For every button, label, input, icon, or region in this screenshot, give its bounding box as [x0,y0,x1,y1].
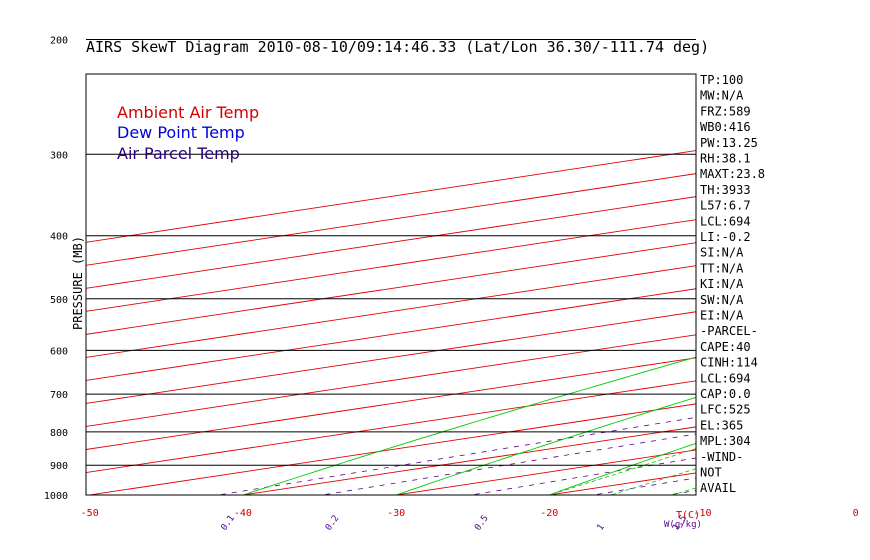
isotherm-line [86,334,696,427]
mixing-ratio-unit-label: W(g/kg) [664,520,702,530]
mixing-ratio-tick-label: 1 [596,523,607,533]
stat-item: LFC:525 [700,403,751,417]
stat-item: LCL:694 [700,214,751,228]
stat-item: FRZ:589 [700,104,751,118]
stat-item: LCL:694 [700,371,751,385]
stat-item: EL:365 [700,418,743,432]
isotherm-line [546,472,696,495]
stat-item: RH:38.1 [700,152,751,166]
legend-ambient-air-temp: Ambient Air Temp [117,103,259,122]
y-axis-label: PRESSURE (MB) [71,236,85,330]
x-axis-unit-label: T(C) [676,510,700,521]
dry-adiabat-line [394,396,696,495]
pressure-tick-label: 900 [50,461,68,472]
stat-item: -PARCEL- [700,324,758,338]
mixing-ratio-line [216,416,696,495]
bottom-temp-tick-label: -30 [387,508,405,519]
dry-adiabat-lines [241,0,870,509]
pressure-tick-label: 800 [50,428,68,439]
pressure-tick-label: 200 [50,36,68,47]
stat-item: MPL:304 [700,434,751,448]
mixing-ratio-tick-label: 0.5 [473,514,491,533]
pressure-tick-label: 1000 [44,491,68,502]
stat-item: NOT [700,466,722,480]
stat-item: MW:N/A [700,89,744,103]
pressure-tick-label: 600 [50,346,68,357]
mixing-ratio-line [784,40,870,509]
stat-item: EI:N/A [700,309,744,323]
stat-item: -WIND- [700,450,743,464]
bottom-temp-tick-label: -20 [540,508,558,519]
bottom-temp-tick-label: -10 [693,508,711,519]
stat-item: CAPE:40 [700,340,751,354]
stat-item: CINH:114 [700,356,758,370]
isotherm-line [764,0,870,509]
pressure-tick-label: 400 [50,232,68,243]
isotherm-line [86,150,696,243]
dry-adiabat-line [241,356,696,495]
isotherm-line [86,311,696,404]
isotherm-line [239,426,696,495]
moist-adiabat-line [547,448,696,495]
stat-item: PW:13.25 [700,136,758,150]
moist-adiabat-line [802,0,870,509]
mixing-ratio-tick-label: 0.2 [324,514,342,533]
pressure-tick-label: 700 [50,390,68,401]
mixing-ratio-line [642,40,870,509]
isotherm-line [86,380,696,473]
dry-adiabat-line [547,442,696,495]
mixing-ratio-ticks: 0.1 0.2 0.5 1 1.5 [219,514,688,533]
isotherm-line [86,357,696,450]
moist-adiabat-line [861,0,870,509]
stat-item: SI:N/A [700,246,744,260]
stat-item: TT:N/A [700,261,744,275]
legend-air-parcel-temp: Air Parcel Temp [117,144,240,163]
bottom-temp-tick-label: -40 [234,508,252,519]
bottom-temp-tick-label: -50 [81,508,99,519]
stat-item: WB0:416 [700,120,751,134]
pressure-tick-label: 500 [50,295,68,306]
isotherm-lines [86,0,870,509]
dry-adiabat-line [823,0,870,509]
stat-item: TP:100 [700,73,743,87]
chart-title: AIRS SkewT Diagram 2010-08-10/09:14:46.3… [86,38,709,56]
stat-item: L57:6.7 [700,199,751,213]
bottom-temperature-ticks: -50-40-30-20-100102030 [81,508,859,519]
mixing-ratio-lines [216,40,870,509]
legend-dew-point-temp: Dew Point Temp [117,123,245,142]
plot-frame [85,73,697,496]
stat-item: CAP:0.0 [700,387,751,401]
moist-adiabat-lines [547,0,870,509]
pressure-ticks: 1002003004005006007008009001000 [44,36,68,503]
bottom-temp-tick-label: 0 [853,508,859,519]
stat-item: SW:N/A [700,293,744,307]
stat-item: AVAIL [700,481,736,495]
isotherm-line [392,449,696,495]
mixing-ratio-line [468,457,696,495]
stat-item: MAXT:23.8 [700,167,765,181]
mixing-ratio-line [320,433,696,495]
pressure-tick-label: 300 [50,150,68,161]
stat-item: LI:-0.2 [700,230,751,244]
dry-adiabat-line [667,0,870,509]
stat-item: KI:N/A [700,277,744,291]
moist-adiabat-line [743,0,870,509]
legend: Ambient Air Temp Dew Point Temp Air Parc… [117,103,259,163]
stat-item: TH:3933 [700,183,751,197]
